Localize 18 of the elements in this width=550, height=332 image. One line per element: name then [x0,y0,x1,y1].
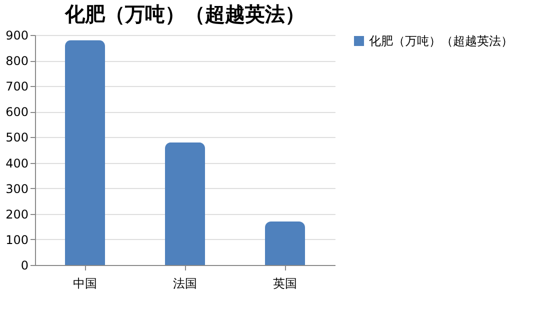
y-tick-label: 0 [20,258,28,272]
y-tick-label: 400 [6,156,28,170]
x-tick-label: 中国 [73,276,97,290]
y-tick-label: 800 [6,54,28,68]
y-tick-label: 700 [6,80,28,94]
x-tick-label: 法国 [173,276,197,290]
y-tick-label: 600 [6,105,28,120]
y-tick-label: 200 [6,207,28,222]
bar [165,142,205,265]
y-tick-label: 100 [6,232,28,247]
chart-title: 化肥（万吨）（超越英法） [64,2,305,26]
bar [65,40,105,265]
y-tick-label: 300 [6,182,28,196]
legend-label: 化肥（万吨）（超越英法） [369,34,513,48]
y-tick-label: 900 [6,28,28,42]
y-tick-label: 500 [6,130,28,145]
x-tick-label: 英国 [273,276,297,290]
bar [265,222,305,265]
